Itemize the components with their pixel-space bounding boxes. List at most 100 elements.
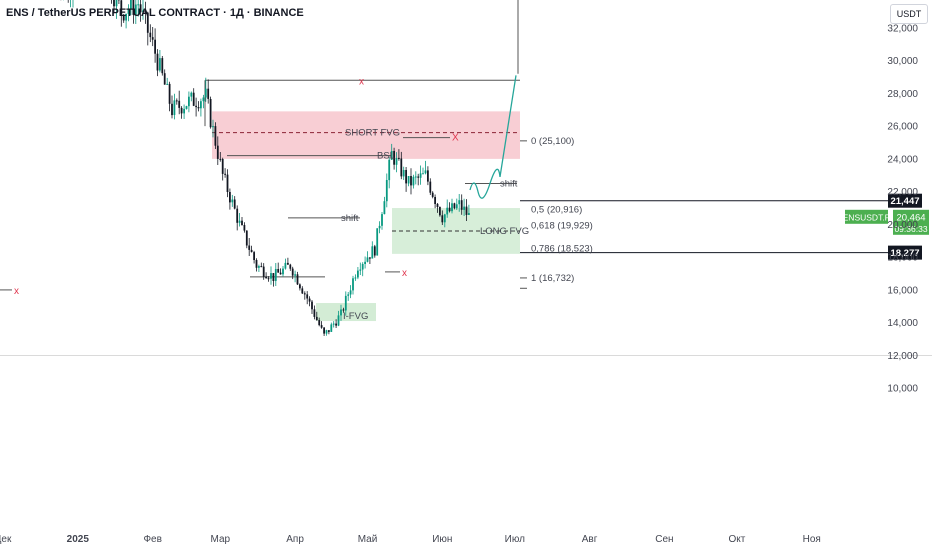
candle-body: [198, 107, 200, 108]
candle-body: [299, 284, 301, 288]
candle-body: [222, 159, 224, 174]
candle-body: [169, 84, 171, 104]
candle-body: [309, 299, 311, 302]
candle-body: [466, 207, 468, 215]
left-marker: x: [14, 286, 19, 297]
candle-body: [461, 200, 463, 210]
candle-body: [217, 146, 219, 159]
candle-body: [270, 273, 272, 279]
candle-body: [417, 177, 419, 178]
x-tick-label: Фев: [143, 534, 161, 545]
candle-body: [314, 309, 316, 317]
candle-body: [289, 265, 291, 269]
candle-body: [161, 58, 163, 73]
candle-body: [246, 231, 248, 246]
candle-body: [441, 215, 443, 222]
y-tick-label: 32,000: [887, 23, 918, 34]
candle-body: [260, 266, 262, 267]
candle-body: [304, 293, 306, 294]
candle-body: [347, 294, 349, 295]
x-tick-label: Дек: [0, 534, 12, 545]
short-fvg-label: SHORT FVG: [345, 128, 400, 139]
y-tick-label: 12,000: [887, 351, 918, 362]
x-tick-label: Июл: [505, 534, 525, 545]
candle-body: [400, 159, 402, 177]
x-tick-label: Авг: [582, 534, 598, 545]
candle-body: [345, 296, 347, 311]
chart-title: ENS / TetherUS PERPETUAL CONTRACT · 1Д ·…: [6, 7, 304, 19]
candle-body: [231, 200, 233, 203]
candle-body: [253, 252, 255, 260]
candle-body: [157, 54, 159, 71]
candle-body: [376, 228, 378, 255]
candle-body: [188, 97, 190, 107]
shift-label-2: shift: [500, 178, 518, 189]
candle-body: [212, 126, 214, 127]
y-tick-label: 16,000: [887, 285, 918, 296]
candle-body: [193, 93, 195, 106]
candle-body: [328, 330, 330, 332]
candle-body: [268, 278, 270, 279]
y-axis: 40,00038,00036,00034,00032,00030,00028,0…: [887, 0, 918, 395]
candle-body: [362, 264, 364, 270]
candle-body: [405, 170, 407, 183]
long-fvg-label: LONG FVG: [480, 226, 529, 237]
y-tick-label: 34,000: [887, 0, 918, 2]
candle-body: [219, 159, 221, 160]
candle-body: [321, 325, 323, 328]
currency-button[interactable]: USDT: [890, 4, 928, 24]
y-tick-label: 18,000: [887, 253, 918, 264]
candle-body: [190, 93, 192, 97]
candle-body: [326, 330, 328, 333]
candle-body: [343, 310, 345, 311]
candle-body: [374, 246, 376, 255]
candle-body: [384, 201, 386, 214]
candle-body: [116, 0, 118, 6]
candle-body: [166, 84, 168, 85]
candle-body: [357, 271, 359, 278]
candle-body: [263, 267, 265, 277]
symbol-text: ENSUSDT.P: [843, 212, 891, 222]
y-tick-label: 24,000: [887, 154, 918, 165]
y-tick-label: 22,000: [887, 187, 918, 198]
candle-body: [446, 208, 448, 215]
candle-body: [203, 98, 205, 102]
candle-body: [277, 269, 279, 273]
candle-body: [398, 158, 400, 159]
candle-body: [434, 197, 436, 204]
candle-body: [458, 200, 460, 204]
candle-body: [432, 193, 434, 197]
candle-body: [183, 109, 185, 114]
y-tick-label: 10,000: [887, 384, 918, 395]
y-tick-label: 26,000: [887, 122, 918, 133]
candle-body: [437, 204, 439, 207]
candle-body: [294, 274, 296, 275]
fib-label-0: 0 (25,100): [531, 136, 574, 147]
candle-body: [280, 273, 282, 275]
candle-body: [463, 207, 465, 210]
candle-body: [256, 260, 258, 268]
candle-body: [164, 73, 166, 84]
candle-body: [330, 324, 332, 332]
candle-body: [210, 99, 212, 127]
candle-body: [149, 33, 151, 37]
candle-body: [350, 290, 352, 294]
candle-body: [195, 106, 197, 107]
shift-label-1: shift: [341, 213, 359, 224]
candle-body: [333, 324, 335, 325]
candle-body: [292, 269, 294, 276]
candle-body: [258, 266, 260, 268]
candle-body: [422, 173, 424, 174]
candle-body: [316, 317, 318, 320]
candle-body: [275, 269, 277, 281]
candle-body: [408, 176, 410, 184]
candle-body: [154, 40, 156, 54]
candle-body: [282, 269, 284, 275]
candle-body: [311, 302, 313, 310]
candle-body: [178, 101, 180, 108]
fib-label-3: 0,786 (18,523): [531, 244, 593, 255]
lines-layer: [0, 0, 932, 355]
x-tick-label: Мар: [211, 534, 231, 545]
